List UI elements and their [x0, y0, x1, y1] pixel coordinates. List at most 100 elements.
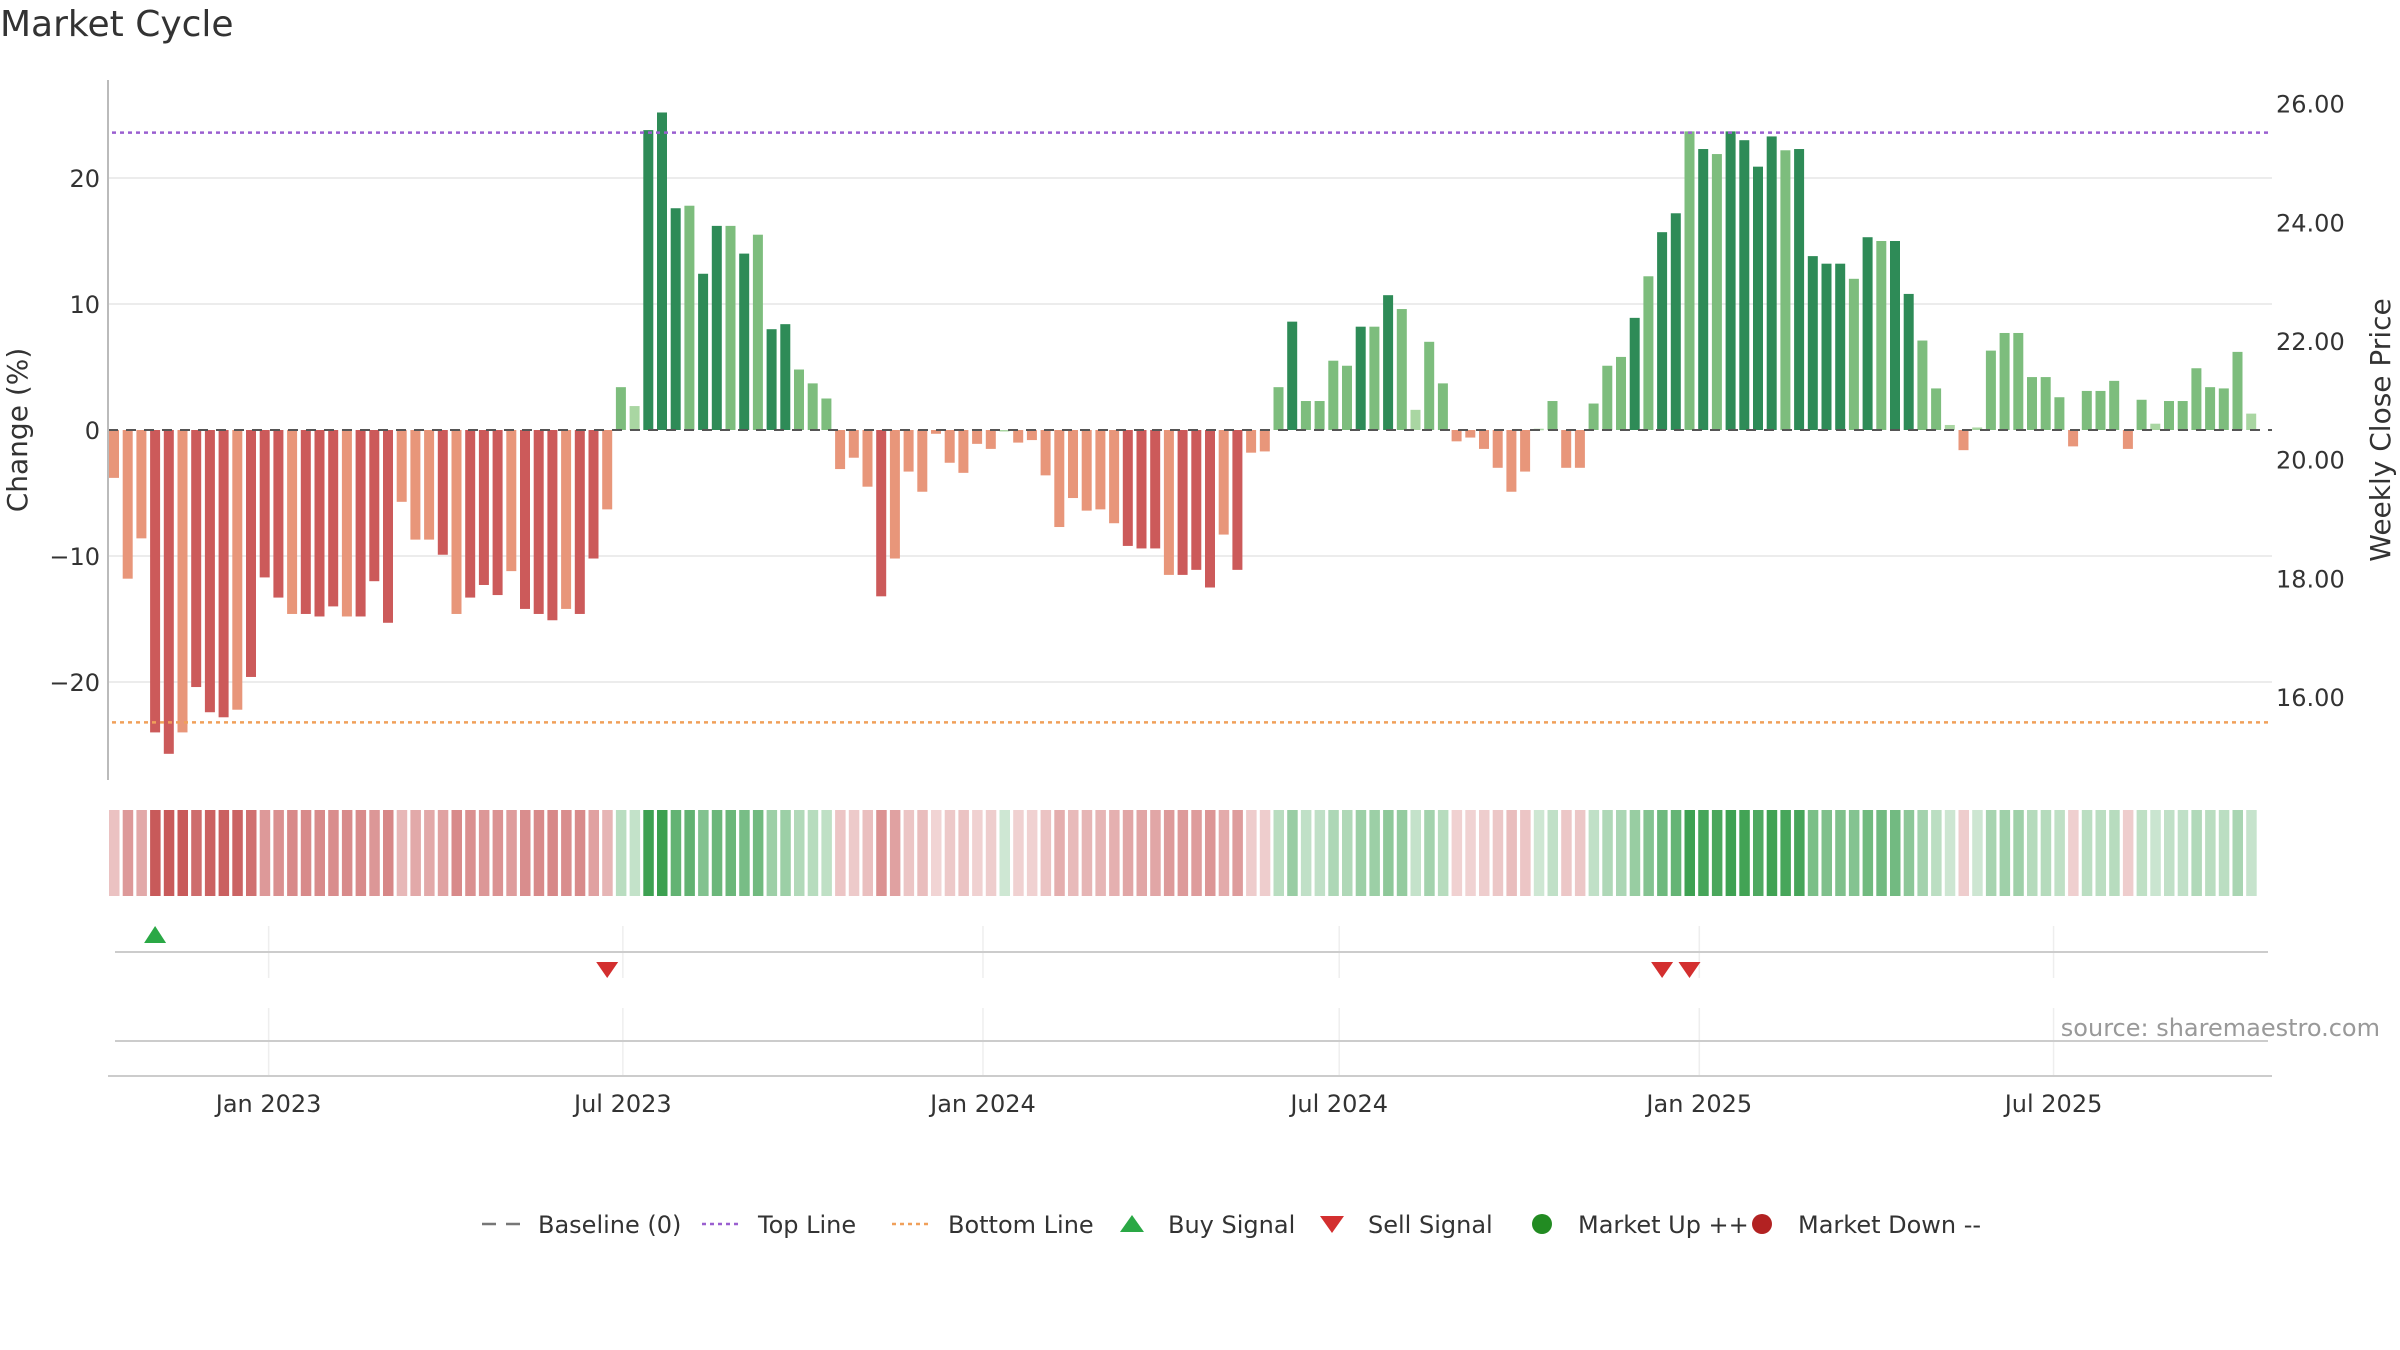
heat-cell	[1437, 810, 1449, 896]
change-bar	[136, 430, 147, 539]
heat-cell	[2205, 810, 2216, 896]
heat-cell	[1095, 810, 1106, 896]
heat-cell	[2177, 810, 2189, 896]
left-y-ticks: −20 −10 0 10 20	[49, 165, 100, 697]
heat-cell	[1383, 810, 1394, 896]
heat-cell	[1698, 810, 1709, 896]
heat-cell	[931, 810, 942, 896]
heat-cell	[478, 810, 490, 896]
legend-label: Buy Signal	[1168, 1211, 1295, 1239]
heat-cell	[1342, 810, 1353, 896]
heat-cell	[1588, 810, 1600, 896]
change-bar	[2246, 413, 2257, 430]
heat-cell	[739, 810, 750, 896]
x-tick-label: Jul 2023	[572, 1090, 672, 1118]
heat-cell	[506, 810, 517, 896]
heat-cell	[1013, 810, 1024, 896]
heat-cell	[1465, 810, 1476, 896]
legend-swatch	[1752, 1214, 1772, 1234]
change-bar	[1095, 430, 1106, 510]
change-bar	[1616, 356, 1626, 430]
change-bar	[2191, 368, 2202, 430]
heat-cell	[2095, 810, 2106, 896]
heat-cell	[547, 810, 558, 896]
change-bar	[1150, 430, 1161, 549]
change-bar	[355, 430, 366, 617]
heat-cell	[848, 810, 860, 896]
heat-cell	[1026, 810, 1038, 896]
change-bar	[1588, 403, 1599, 430]
heat-cell	[109, 810, 120, 896]
heat-cell	[698, 810, 709, 896]
change-bar	[369, 430, 380, 582]
heat-cell	[794, 810, 805, 896]
heat-cell	[2027, 810, 2038, 896]
heat-cell	[1602, 810, 1613, 896]
heat-cell	[1177, 810, 1189, 896]
heat-cell	[1574, 810, 1586, 896]
legend-label: Market Down --	[1798, 1211, 1981, 1239]
heat-cell	[1999, 810, 2011, 896]
heat-cell	[1561, 810, 1572, 896]
heat-cell	[1232, 810, 1243, 896]
heat-cell	[1081, 810, 1093, 896]
heat-cell	[1273, 810, 1284, 896]
change-bar	[465, 430, 476, 598]
heat-cell	[1780, 810, 1791, 896]
right-y-tick-label: 18.00	[2276, 565, 2345, 593]
heat-cell	[2164, 810, 2175, 896]
heat-cell	[876, 810, 887, 896]
change-bar	[643, 130, 654, 430]
left-y-tick-label: −10	[49, 543, 100, 571]
heat-cell	[1848, 810, 1860, 896]
change-bars	[109, 112, 2257, 754]
change-bar	[424, 430, 435, 540]
heat-cell	[1807, 810, 1819, 896]
change-bar	[1643, 276, 1654, 430]
change-bar	[1410, 409, 1421, 430]
change-bar	[1383, 295, 1394, 430]
change-bar	[1026, 430, 1037, 441]
heat-cell	[684, 810, 695, 896]
heat-cell	[300, 810, 312, 896]
heat-cell	[2040, 810, 2052, 896]
change-bar	[1602, 365, 1613, 430]
change-bar	[492, 430, 503, 596]
change-bar	[314, 430, 325, 617]
change-bar	[794, 369, 804, 430]
change-bar	[1903, 293, 1914, 430]
change-bar	[122, 430, 133, 579]
change-bar	[2095, 390, 2106, 430]
right-y-tick-label: 22.00	[2276, 328, 2345, 356]
heat-cell	[1300, 810, 1312, 896]
change-bar	[1958, 430, 1969, 451]
change-bar	[451, 430, 462, 614]
change-bar	[396, 430, 407, 502]
reference-lines	[108, 131, 2272, 724]
heat-cell	[1136, 810, 1147, 896]
change-bar	[506, 430, 517, 572]
heat-cell	[355, 810, 367, 896]
heat-cell	[1506, 810, 1517, 896]
heat-cell	[314, 810, 325, 896]
change-bar	[944, 430, 955, 463]
legend-swatch	[1120, 1215, 1144, 1232]
change-bar	[2027, 377, 2037, 430]
heat-cell	[725, 810, 736, 896]
change-bar	[1054, 430, 1065, 528]
change-bar	[204, 430, 215, 713]
heat-cell	[1629, 810, 1641, 896]
heat-cell	[999, 810, 1010, 896]
heat-cell	[1862, 810, 1874, 896]
x-tick-label: Jul 2024	[1288, 1090, 1388, 1118]
heat-cell	[396, 810, 408, 896]
heat-cell	[2150, 810, 2161, 896]
heat-cell	[204, 810, 216, 896]
heat-cell	[1492, 810, 1504, 896]
change-bar	[177, 430, 188, 733]
heat-cell	[424, 810, 435, 896]
legend: Baseline (0) Top Line Bottom Line Buy Signa…	[482, 1211, 1981, 1239]
change-bar	[1547, 401, 1558, 430]
legend-label: Bottom Line	[948, 1211, 1094, 1239]
